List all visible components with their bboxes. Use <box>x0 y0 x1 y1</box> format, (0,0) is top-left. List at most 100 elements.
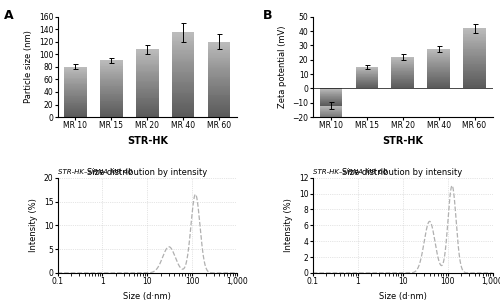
Bar <box>172 36 195 37</box>
Bar <box>100 79 122 80</box>
Bar <box>392 60 414 61</box>
Bar <box>172 113 195 114</box>
Bar <box>392 67 414 68</box>
Bar <box>464 71 485 72</box>
Bar <box>136 76 158 77</box>
X-axis label: Size (d·nm): Size (d·nm) <box>124 292 172 301</box>
Bar <box>100 96 122 97</box>
Bar <box>172 85 195 86</box>
Bar <box>428 72 450 73</box>
Bar <box>464 74 485 75</box>
Bar <box>172 40 195 41</box>
Bar <box>392 79 414 80</box>
Bar <box>208 66 231 67</box>
Bar <box>172 43 195 44</box>
Bar <box>208 88 231 89</box>
Bar <box>208 81 231 82</box>
Bar <box>464 63 485 64</box>
Bar <box>100 109 122 110</box>
Bar <box>172 63 195 64</box>
Bar <box>172 101 195 102</box>
Bar <box>100 105 122 106</box>
Bar <box>392 78 414 79</box>
Bar <box>172 92 195 93</box>
Bar <box>64 84 86 85</box>
Bar <box>136 107 158 108</box>
Bar <box>464 65 485 66</box>
Bar <box>392 71 414 72</box>
Bar <box>136 105 158 106</box>
Bar <box>172 78 195 79</box>
Bar <box>208 58 231 59</box>
Bar <box>100 90 122 91</box>
Bar <box>172 65 195 66</box>
Bar <box>172 59 195 60</box>
Bar <box>136 68 158 69</box>
Bar <box>100 102 122 103</box>
Bar <box>464 79 485 80</box>
Bar <box>428 64 450 65</box>
X-axis label: Size (d·nm): Size (d·nm) <box>378 292 426 301</box>
Bar <box>464 84 485 85</box>
Bar <box>136 50 158 51</box>
Bar <box>172 67 195 68</box>
Bar <box>100 113 122 114</box>
Bar <box>172 86 195 88</box>
Bar <box>428 87 450 88</box>
Bar <box>208 48 231 49</box>
Bar <box>64 109 86 110</box>
Bar <box>136 75 158 76</box>
Bar <box>100 83 122 84</box>
Bar <box>100 71 122 72</box>
Bar <box>64 114 86 115</box>
Bar <box>464 80 485 81</box>
Bar <box>428 51 450 52</box>
Text: STR-HK–siRNA MR 40: STR-HK–siRNA MR 40 <box>58 169 132 175</box>
Bar <box>464 83 485 84</box>
Bar <box>172 99 195 100</box>
Bar <box>64 74 86 75</box>
Bar <box>392 83 414 84</box>
Bar <box>392 86 414 87</box>
Text: A: A <box>4 9 13 22</box>
Bar <box>464 50 485 51</box>
Bar <box>136 87 158 88</box>
Bar <box>428 57 450 58</box>
Bar <box>208 43 231 44</box>
Bar <box>136 109 158 110</box>
Bar <box>392 58 414 59</box>
Bar <box>208 116 231 117</box>
Bar <box>208 62 231 63</box>
Bar <box>208 80 231 81</box>
Bar <box>208 82 231 83</box>
Bar <box>464 67 485 68</box>
Bar <box>172 95 195 96</box>
Bar <box>428 52 450 53</box>
Bar <box>392 59 414 60</box>
Bar <box>172 114 195 115</box>
Bar <box>64 94 86 95</box>
Bar <box>208 94 231 95</box>
Bar <box>136 80 158 81</box>
Bar <box>136 55 158 56</box>
Bar <box>208 51 231 52</box>
Bar <box>464 28 485 29</box>
Bar <box>172 74 195 75</box>
Bar <box>428 79 450 80</box>
Bar <box>428 76 450 77</box>
Bar <box>208 86 231 87</box>
Bar <box>64 91 86 92</box>
Bar <box>172 106 195 108</box>
Bar <box>172 52 195 54</box>
Bar <box>172 72 195 73</box>
Bar <box>464 45 485 46</box>
Bar <box>464 51 485 52</box>
Text: B: B <box>262 9 272 22</box>
Bar <box>428 60 450 61</box>
Bar <box>100 116 122 117</box>
Bar <box>100 61 122 62</box>
Bar <box>208 98 231 99</box>
Bar <box>64 97 86 98</box>
Bar <box>464 34 485 35</box>
Bar <box>172 83 195 84</box>
